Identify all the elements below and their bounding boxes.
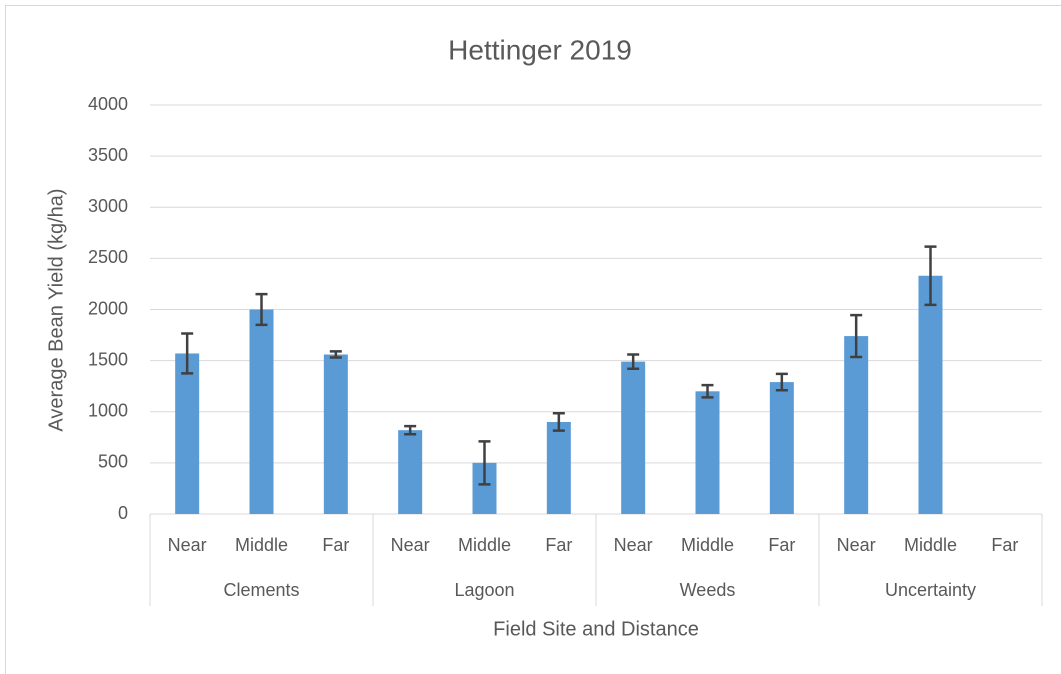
error-bar <box>255 292 268 327</box>
error-bar <box>478 440 491 486</box>
x-tick-label: Middle <box>458 535 511 555</box>
error-bar <box>627 353 640 371</box>
bar <box>695 391 720 514</box>
x-axis-title: Field Site and Distance <box>493 618 699 640</box>
y-tick-label: 0 <box>118 503 128 523</box>
error-bar <box>329 350 342 359</box>
bar <box>844 336 869 514</box>
error-bar <box>181 332 194 375</box>
bar <box>323 354 348 514</box>
y-tick-label: 500 <box>98 452 128 472</box>
bar <box>769 382 794 514</box>
x-tick-label: Middle <box>235 535 288 555</box>
error-bar <box>552 412 565 432</box>
error-bar <box>850 313 863 359</box>
x-tick-label: Far <box>991 535 1018 555</box>
bar <box>918 275 943 514</box>
bar <box>249 309 274 514</box>
error-bar <box>404 424 417 436</box>
y-tick-label: 3500 <box>88 145 128 165</box>
bar <box>546 421 571 514</box>
y-axis-title: Average Bean Yield (kg/ha) <box>45 188 67 431</box>
bar <box>621 361 646 514</box>
y-tick-label: 2000 <box>88 298 128 318</box>
y-tick-label: 3000 <box>88 196 128 216</box>
y-tick-label: 1000 <box>88 401 128 421</box>
x-tick-label: Near <box>391 535 430 555</box>
x-tick-label: Near <box>614 535 653 555</box>
x-tick-label: Middle <box>904 535 957 555</box>
x-tick-label: Far <box>768 535 795 555</box>
group-label: Clements <box>223 580 299 600</box>
x-tick-label: Far <box>545 535 572 555</box>
x-tick-label: Near <box>837 535 876 555</box>
y-tick-label: 4000 <box>88 94 128 114</box>
x-tick-label: Far <box>322 535 349 555</box>
y-tick-label: 1500 <box>88 349 128 369</box>
x-tick-label: Middle <box>681 535 734 555</box>
chart-title: Hettinger 2019 <box>448 34 632 65</box>
chart-border <box>5 5 1061 674</box>
x-tick-label: Near <box>168 535 207 555</box>
error-bar <box>775 372 788 392</box>
group-label: Weeds <box>680 580 736 600</box>
error-bar <box>924 245 937 307</box>
y-tick-label: 2500 <box>88 247 128 267</box>
group-label: Lagoon <box>454 580 514 600</box>
bar <box>398 430 423 514</box>
bar <box>175 353 200 514</box>
error-bar <box>701 383 714 399</box>
group-label: Uncertainty <box>885 580 976 600</box>
